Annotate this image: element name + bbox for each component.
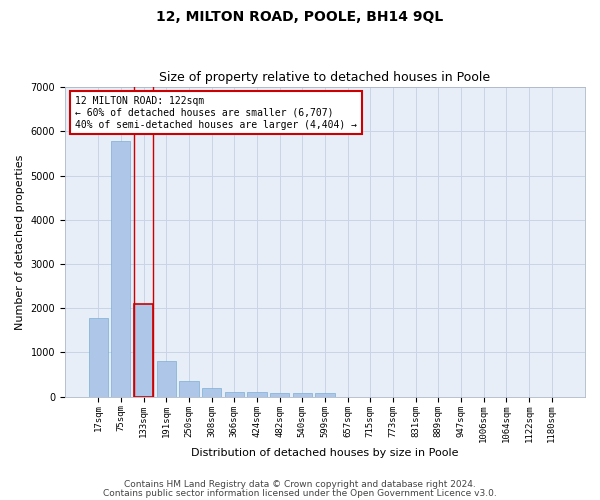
Bar [157, 362, 176, 396]
X-axis label: Distribution of detached houses by size in Poole: Distribution of detached houses by size … [191, 448, 459, 458]
Bar [316, 394, 335, 396]
Bar [293, 393, 312, 396]
Bar [270, 392, 289, 396]
Title: Size of property relative to detached houses in Poole: Size of property relative to detached ho… [160, 72, 491, 85]
Text: Contains public sector information licensed under the Open Government Licence v3: Contains public sector information licen… [103, 488, 497, 498]
Text: 12, MILTON ROAD, POOLE, BH14 9QL: 12, MILTON ROAD, POOLE, BH14 9QL [157, 10, 443, 24]
Bar [224, 392, 244, 396]
Bar [111, 141, 130, 397]
Bar [202, 388, 221, 396]
Text: Contains HM Land Registry data © Crown copyright and database right 2024.: Contains HM Land Registry data © Crown c… [124, 480, 476, 489]
Bar [247, 392, 266, 396]
Bar [179, 382, 199, 396]
Y-axis label: Number of detached properties: Number of detached properties [15, 154, 25, 330]
Bar [89, 318, 108, 396]
Bar [134, 304, 153, 396]
Text: 12 MILTON ROAD: 122sqm
← 60% of detached houses are smaller (6,707)
40% of semi-: 12 MILTON ROAD: 122sqm ← 60% of detached… [76, 96, 358, 130]
